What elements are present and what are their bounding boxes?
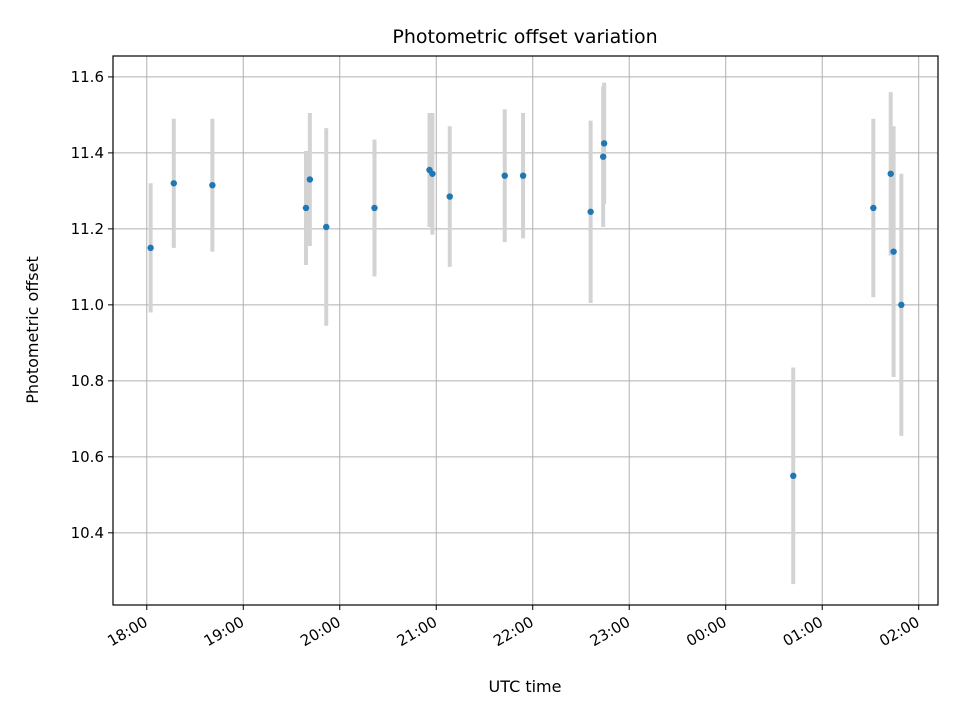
x-axis-label: UTC time	[489, 677, 562, 696]
data-point	[429, 170, 436, 177]
y-tick-label: 10.4	[71, 524, 104, 542]
data-point	[302, 204, 310, 212]
data-points	[147, 140, 905, 480]
data-point	[306, 176, 314, 183]
data-point	[890, 248, 897, 255]
data-point	[209, 181, 216, 189]
data-point	[887, 170, 894, 177]
data-point	[323, 223, 330, 231]
data-point	[587, 208, 594, 215]
y-axis-label: Photometric offset	[23, 256, 42, 404]
data-point	[519, 172, 527, 179]
y-tick-label: 11.6	[71, 68, 104, 86]
y-tick-label: 11.2	[71, 220, 104, 238]
data-point	[870, 204, 877, 212]
data-point	[600, 140, 608, 147]
y-tick-label: 11.0	[71, 296, 104, 314]
y-tick-label: 10.8	[71, 372, 104, 390]
data-point	[501, 172, 508, 179]
data-point	[371, 204, 378, 212]
grid-lines	[113, 56, 938, 605]
plot-frame	[112, 55, 939, 606]
data-point	[898, 301, 905, 309]
data-point	[790, 472, 797, 480]
chart-title: Photometric offset variation	[392, 26, 657, 48]
data-point	[147, 244, 154, 252]
data-point	[446, 193, 453, 200]
y-tick-label: 11.4	[71, 144, 104, 162]
data-point	[170, 180, 177, 187]
y-tick-label: 10.6	[71, 448, 104, 466]
y-axis-ticks: 10.4 10.6 10.8 11.0 11.2 11.4 11.6	[71, 68, 113, 542]
data-point	[599, 153, 607, 160]
